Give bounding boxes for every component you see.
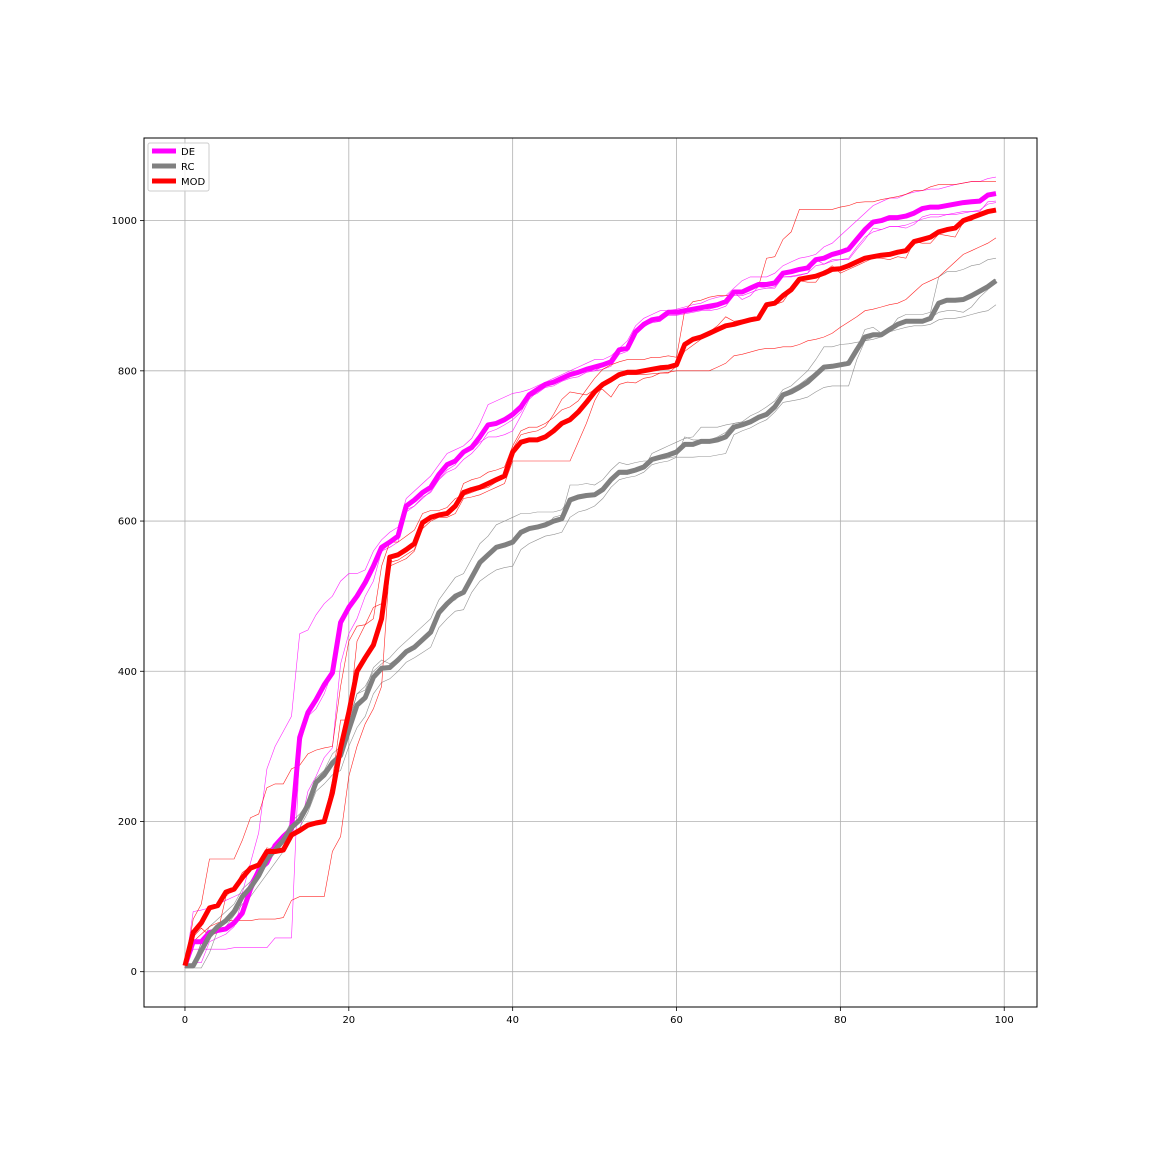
y-tick-label: 200 xyxy=(118,817,137,828)
legend-label-rc: RC xyxy=(181,162,194,173)
series-run-line-5 xyxy=(185,304,997,969)
x-axis: 0 20 40 60 80 100 xyxy=(182,1007,1014,1026)
x-tick-label: 60 xyxy=(670,1015,683,1026)
series-run-line-3 xyxy=(184,200,997,969)
series-line-rc xyxy=(185,278,998,969)
legend: DE RC MOD xyxy=(147,142,210,192)
y-axis: 0 200 400 600 800 1000 xyxy=(112,216,144,978)
y-tick-label: 800 xyxy=(118,366,137,377)
x-tick-label: 40 xyxy=(506,1015,519,1026)
y-tick-label: 600 xyxy=(118,517,137,528)
y-tick-label: 0 xyxy=(131,967,137,978)
series-run-line-8 xyxy=(184,181,996,968)
x-tick-label: 0 xyxy=(182,1015,188,1026)
y-tick-label: 400 xyxy=(118,667,137,678)
x-tick-label: 100 xyxy=(995,1015,1014,1026)
plot-frame xyxy=(143,137,1038,1008)
legend-label-mod: MOD xyxy=(181,177,205,188)
x-tick-label: 20 xyxy=(342,1015,355,1026)
series-run-line-7 xyxy=(184,237,997,968)
series-line-mod xyxy=(182,207,997,967)
plot-area xyxy=(144,138,1037,1007)
mean-lines xyxy=(182,191,998,969)
legend-label-de: DE xyxy=(181,147,195,158)
series-line-de xyxy=(182,191,997,967)
x-tick-label: 80 xyxy=(834,1015,847,1026)
series-run-line-1 xyxy=(184,176,997,968)
y-tick-label: 1000 xyxy=(112,216,137,227)
series-run-line-2 xyxy=(184,202,997,969)
